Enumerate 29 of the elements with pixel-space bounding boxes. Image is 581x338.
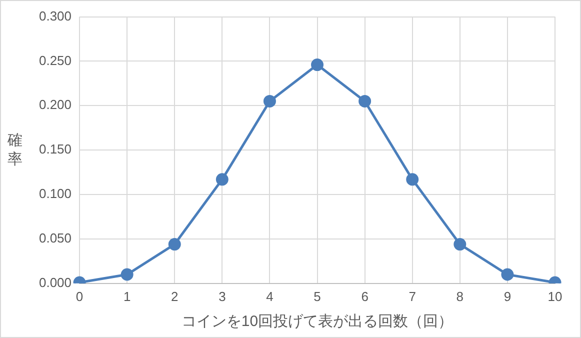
- x-tick-label: 10: [548, 288, 562, 304]
- x-tick-label: 5: [314, 288, 321, 304]
- point: [168, 238, 181, 251]
- x-tick-label: 9: [504, 288, 512, 304]
- x-axis-title: コインを10回投げて表が出る回数（回）: [181, 313, 454, 330]
- x-tick-label: 6: [361, 288, 368, 304]
- x-tick-label: 7: [408, 288, 416, 304]
- y-tick-label: 0.150: [38, 142, 72, 157]
- x-tick-label: 0: [76, 288, 84, 304]
- x-tick-label: 4: [266, 288, 274, 304]
- x-tick-label: 8: [456, 288, 464, 304]
- point: [311, 58, 324, 72]
- point: [263, 94, 276, 108]
- point: [216, 173, 228, 186]
- point: [454, 238, 466, 251]
- y-tick-label: 0.000: [38, 274, 72, 290]
- y-tick-label: 0.050: [38, 230, 72, 246]
- y-tick-label: 0.100: [38, 186, 72, 202]
- y-tick-label: 0.300: [38, 8, 72, 24]
- y-axis-title: 確率: [7, 131, 23, 169]
- y-tick-label: 0.200: [38, 97, 72, 112]
- x-tick-label: 1: [123, 288, 131, 304]
- point: [358, 94, 372, 108]
- y-tick-label: 0.250: [38, 52, 72, 68]
- x-tick-label: 2: [171, 288, 178, 304]
- point: [406, 173, 419, 186]
- x-tick-label: 3: [218, 288, 226, 304]
- point: [120, 268, 134, 281]
- point: [501, 268, 514, 281]
